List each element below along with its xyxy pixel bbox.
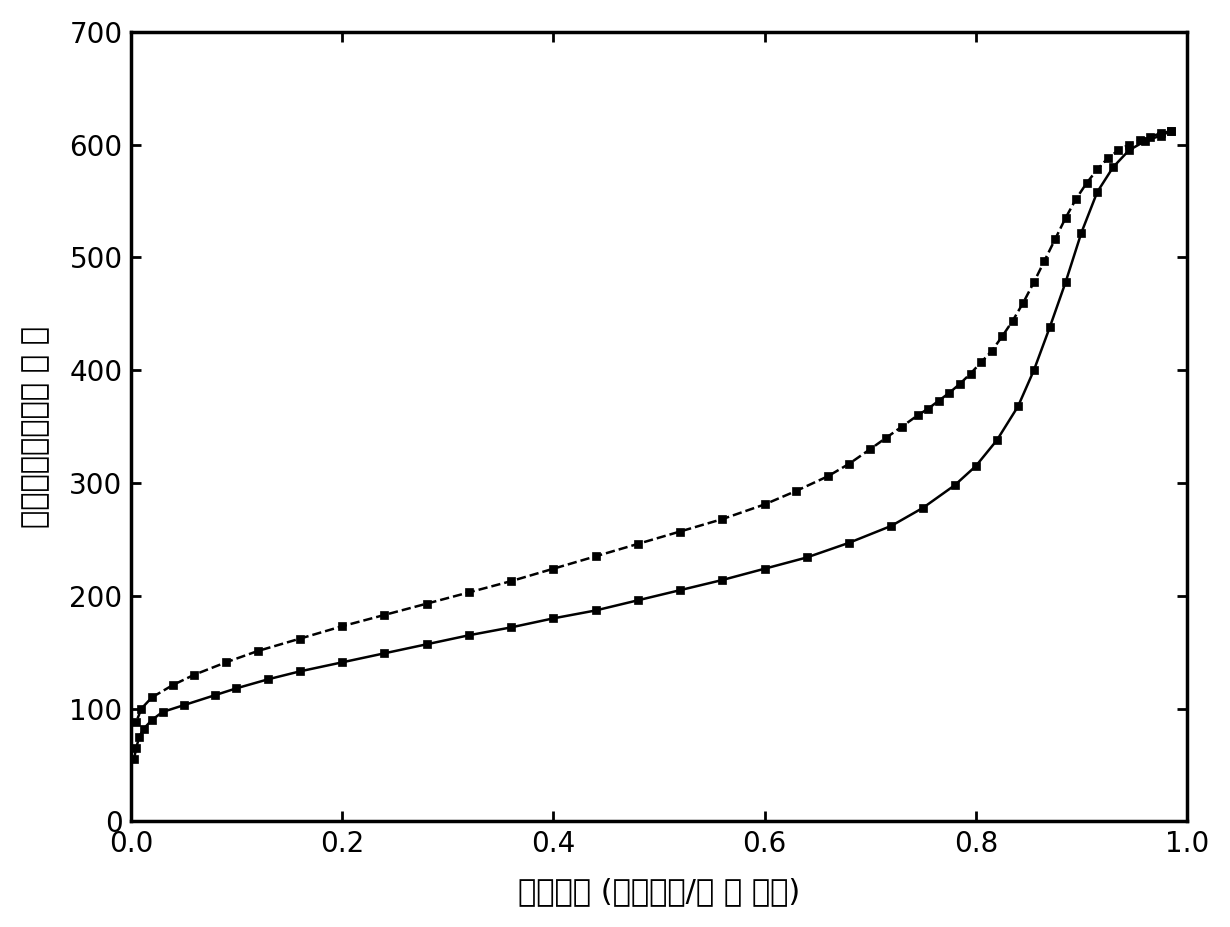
Y-axis label: 吸附量（克每立方 米 ）: 吸附量（克每立方 米 ）	[21, 325, 50, 527]
X-axis label: 相对压力 (实际压力/标 准 压力): 相对压力 (实际压力/标 准 压力)	[518, 877, 800, 907]
